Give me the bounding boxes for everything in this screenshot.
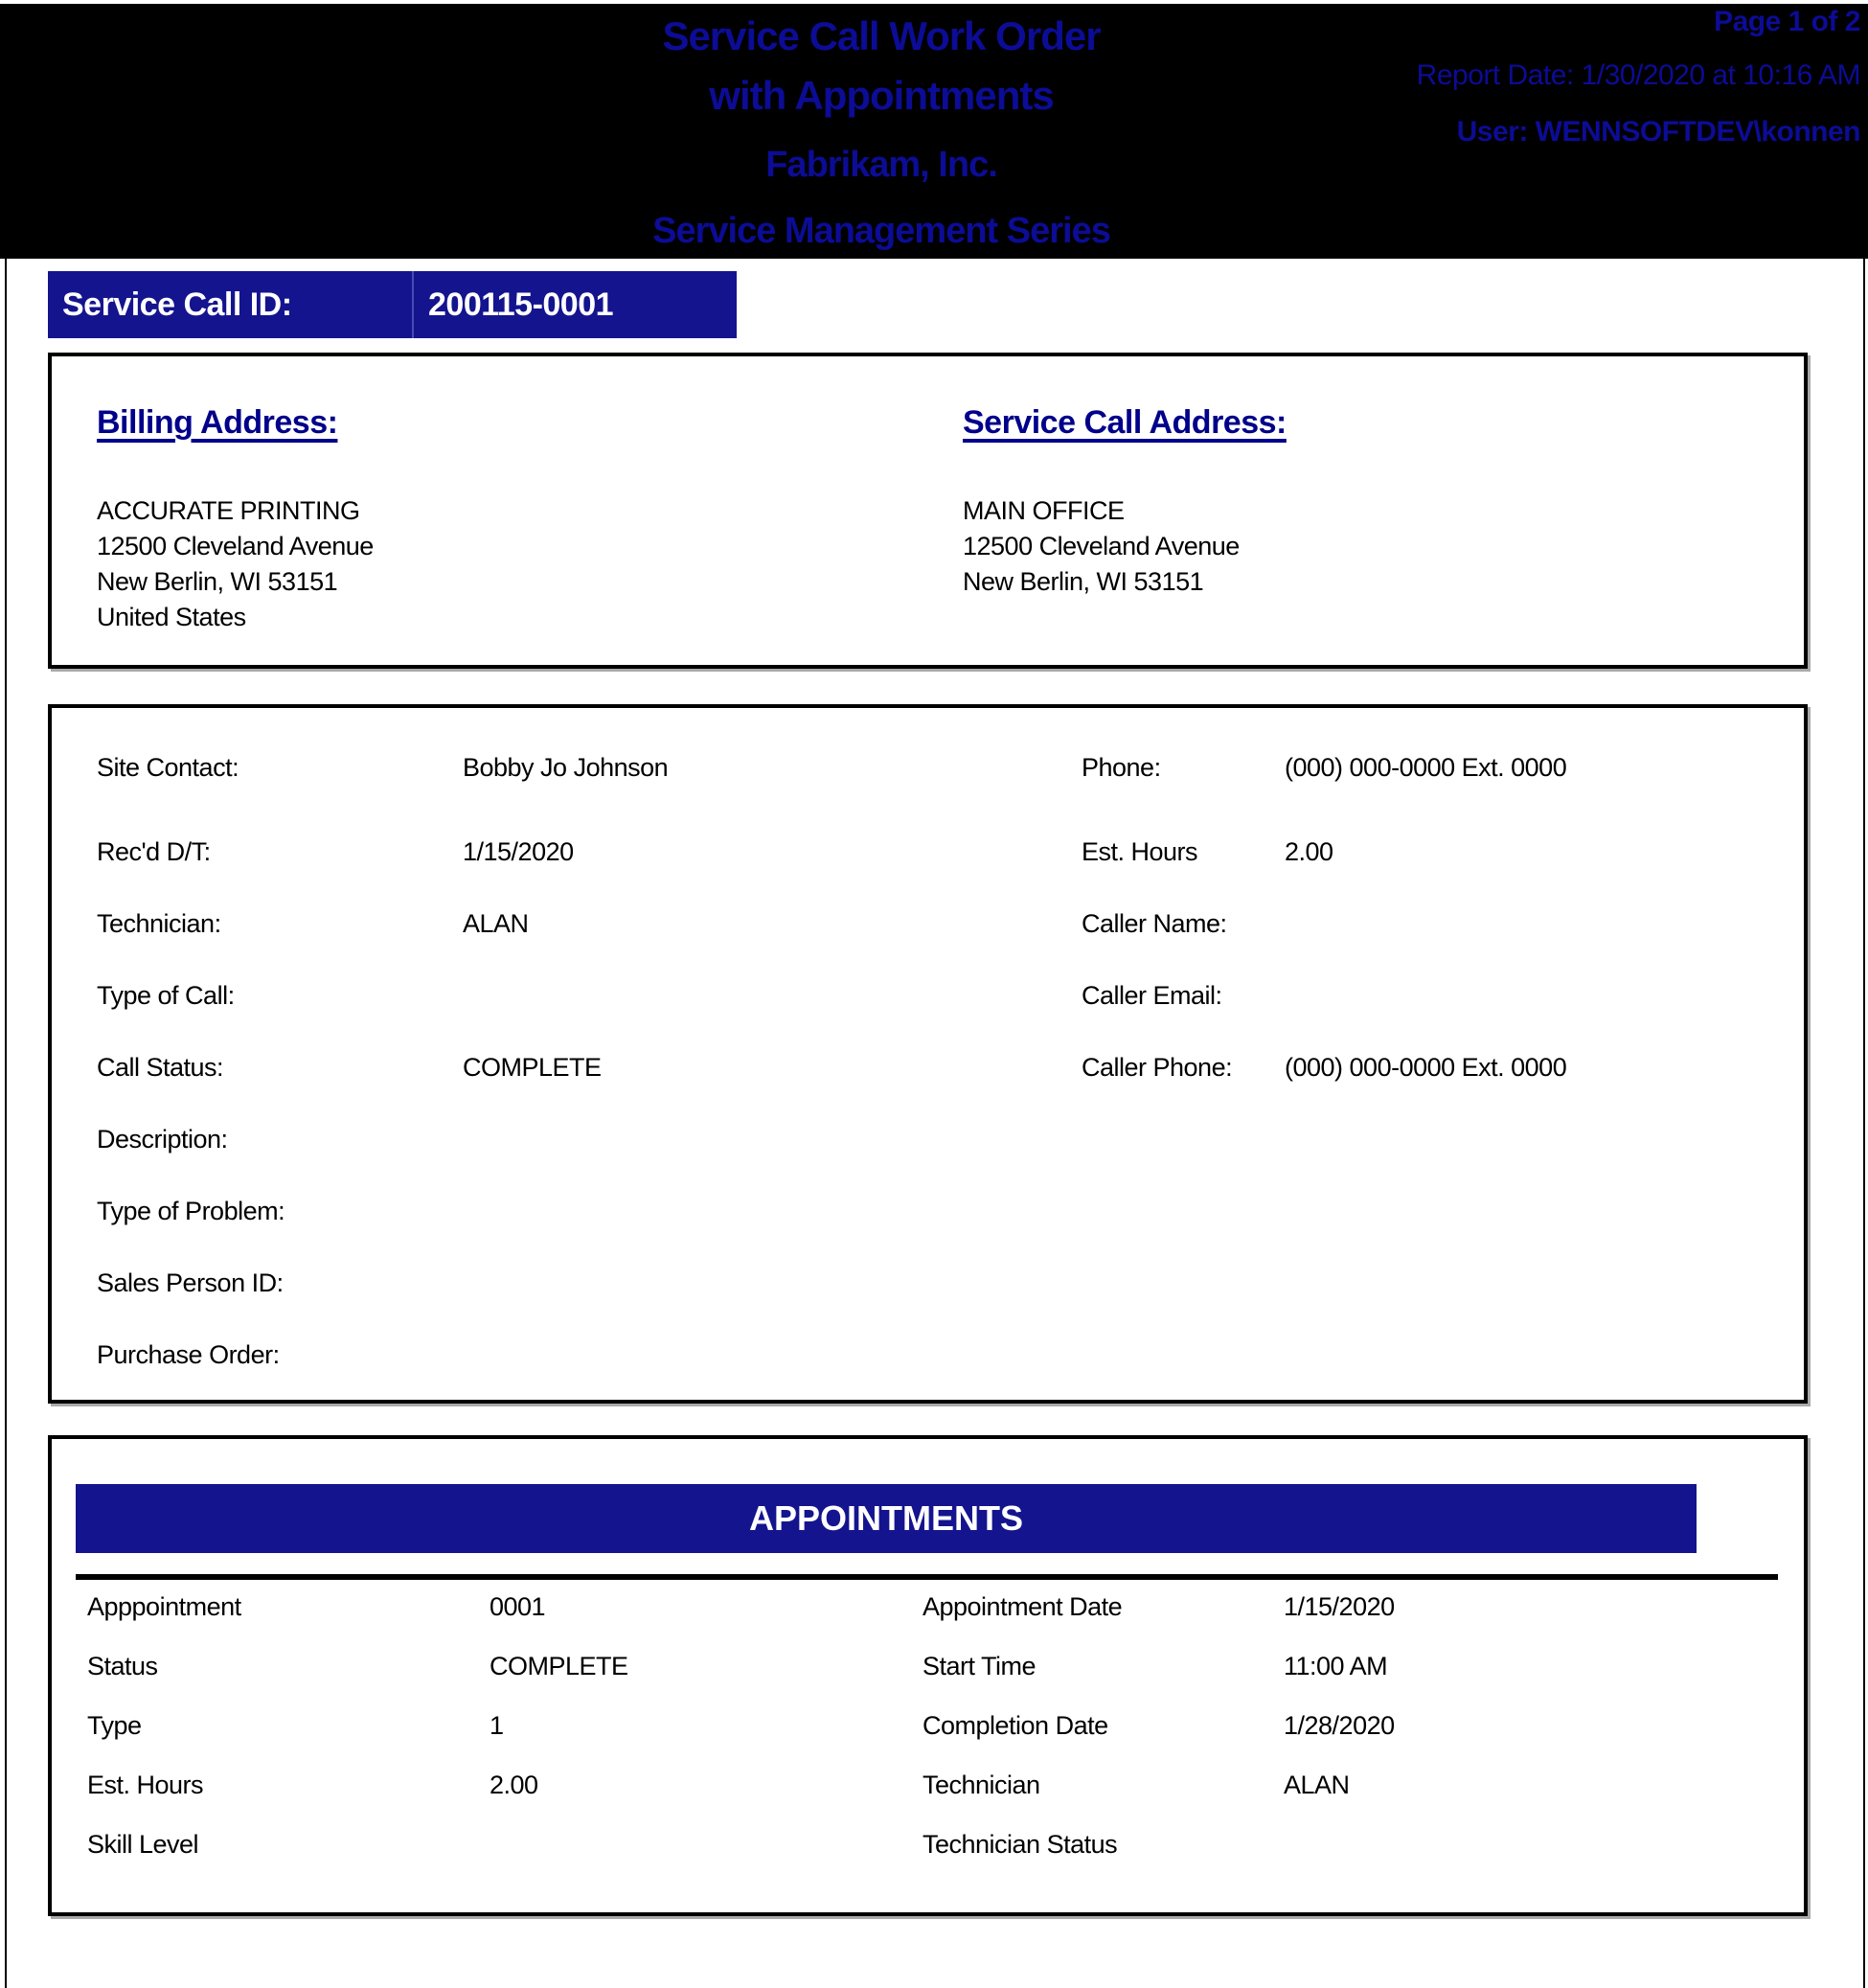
appointment-label: Start Time (923, 1652, 1037, 1680)
service-address-line: 12500 Cleveland Avenue (963, 532, 1240, 560)
detail-label: Caller Email: (1082, 981, 1222, 1010)
detail-value: (000) 000-0000 Ext. 0000 (1285, 1053, 1567, 1082)
detail-value: 2.00 (1285, 837, 1333, 866)
appointment-label: Completion Date (923, 1711, 1108, 1740)
detail-value: ALAN (463, 909, 529, 938)
appointments-box: APPOINTMENTS Apppointment 0001 Appointme… (48, 1435, 1808, 1916)
billing-address-lines: ACCURATE PRINTING 12500 Cleveland Avenue… (97, 493, 374, 635)
appointment-value: 1/28/2020 (1284, 1711, 1395, 1740)
detail-label: Type of Call: (97, 981, 235, 1010)
service-call-id-value: 200115-0001 (428, 286, 614, 323)
service-call-id-bar: Service Call ID: 200115-0001 (48, 271, 737, 338)
service-call-id-label: Service Call ID: (48, 271, 414, 338)
appointment-value: 1 (490, 1711, 504, 1740)
appointments-rows: Apppointment 0001 Appointment Date 1/15/… (52, 1580, 1804, 1888)
detail-label: Technician: (97, 909, 221, 938)
page-number: Page 1 of 2 (1714, 6, 1860, 37)
billing-address-line: New Berlin, WI 53151 (97, 567, 338, 596)
appointment-label: Status (87, 1652, 158, 1680)
detail-label: Call Status: (97, 1053, 224, 1082)
appointment-label: Est. Hours (87, 1771, 204, 1799)
detail-row: Description: (97, 1124, 1804, 1196)
detail-row: Sales Person ID: (97, 1268, 1804, 1339)
service-address-line: New Berlin, WI 53151 (963, 567, 1204, 596)
detail-label: Phone: (1082, 753, 1161, 782)
appointment-label: Technician (923, 1771, 1040, 1799)
detail-value: COMPLETE (463, 1053, 602, 1082)
detail-label: Est. Hours (1082, 837, 1198, 866)
detail-label: Caller Name: (1082, 909, 1227, 938)
detail-label: Purchase Order: (97, 1340, 280, 1369)
detail-row: Rec'd D/T: 1/15/2020 Est. Hours 2.00 (97, 836, 1804, 908)
appointment-row: Apppointment 0001 Appointment Date 1/15/… (87, 1591, 1804, 1651)
appointments-divider (76, 1574, 1778, 1580)
detail-label: Site Contact: (97, 753, 239, 782)
appointment-value: 2.00 (490, 1771, 538, 1799)
detail-label: Type of Problem: (97, 1197, 285, 1225)
report-meta-block: Page 1 of 2 Report Date: 1/30/2020 at 10… (1416, 4, 1861, 149)
appointment-label: Technician Status (923, 1830, 1118, 1859)
billing-address-line: United States (97, 603, 246, 631)
appointment-row: Est. Hours 2.00 Technician ALAN (87, 1770, 1804, 1829)
appointments-heading: APPOINTMENTS (76, 1484, 1697, 1553)
detail-row: Type of Call: Caller Email: (97, 980, 1804, 1052)
detail-row: Call Status: COMPLETE Caller Phone: (000… (97, 1052, 1804, 1124)
page-body: Service Call ID: 200115-0001 Billing Add… (5, 259, 1865, 1988)
report-title-block: Service Call Work Order with Appointment… (0, 4, 1763, 252)
detail-value: 1/15/2020 (463, 837, 574, 866)
detail-row: Technician: ALAN Caller Name: (97, 908, 1804, 980)
detail-value: Bobby Jo Johnson (463, 753, 669, 782)
appointment-value: 11:00 AM (1284, 1652, 1388, 1680)
appointment-value: 1/15/2020 (1284, 1592, 1395, 1621)
service-address-lines: MAIN OFFICE 12500 Cleveland Avenue New B… (963, 493, 1287, 600)
appointment-row: Type 1 Completion Date 1/28/2020 (87, 1710, 1804, 1770)
appointment-row: Status COMPLETE Start Time 11:00 AM (87, 1651, 1804, 1710)
detail-label: Caller Phone: (1082, 1053, 1233, 1082)
report-user: User: WENNSOFTDEV\konnen (1456, 116, 1861, 148)
addresses-box: Billing Address: ACCURATE PRINTING 12500… (48, 353, 1808, 669)
service-address-line: MAIN OFFICE (963, 496, 1125, 525)
report-header: Service Call Work Order with Appointment… (0, 4, 1868, 259)
billing-address-line: 12500 Cleveland Avenue (97, 532, 374, 560)
detail-row: Site Contact: Bobby Jo Johnson Phone: (0… (97, 752, 1804, 824)
service-address-heading: Service Call Address: (963, 404, 1287, 441)
call-details-box: Site Contact: Bobby Jo Johnson Phone: (0… (48, 704, 1808, 1404)
report-title: Service Call Work Order (662, 13, 1101, 58)
detail-row: Purchase Order: (97, 1339, 1804, 1411)
appointment-value: COMPLETE (490, 1652, 628, 1680)
billing-address-column: Billing Address: ACCURATE PRINTING 12500… (97, 404, 374, 635)
service-address-column: Service Call Address: MAIN OFFICE 12500 … (963, 404, 1287, 600)
detail-row: Type of Problem: (97, 1196, 1804, 1268)
appointment-label: Apppointment (87, 1592, 241, 1621)
report-date: Report Date: 1/30/2020 at 10:16 AM (1416, 59, 1861, 91)
report-subtitle: with Appointments (709, 73, 1054, 118)
appointment-value: ALAN (1284, 1771, 1350, 1799)
appointment-label: Skill Level (87, 1830, 199, 1859)
detail-label: Description: (97, 1125, 228, 1154)
appointment-row: Skill Level Technician Status (87, 1829, 1804, 1888)
billing-address-line: ACCURATE PRINTING (97, 496, 360, 525)
series-name: Service Management Series (652, 211, 1111, 251)
appointment-label: Appointment Date (923, 1592, 1123, 1621)
detail-value: (000) 000-0000 Ext. 0000 (1285, 753, 1567, 782)
appointment-value: 0001 (490, 1592, 546, 1621)
call-details-rows: Site Contact: Bobby Jo Johnson Phone: (0… (52, 708, 1804, 1411)
detail-label: Sales Person ID: (97, 1268, 284, 1297)
company-name: Fabrikam, Inc. (765, 145, 998, 185)
detail-label: Rec'd D/T: (97, 837, 211, 866)
appointment-label: Type (87, 1711, 142, 1740)
billing-address-heading: Billing Address: (97, 404, 338, 441)
